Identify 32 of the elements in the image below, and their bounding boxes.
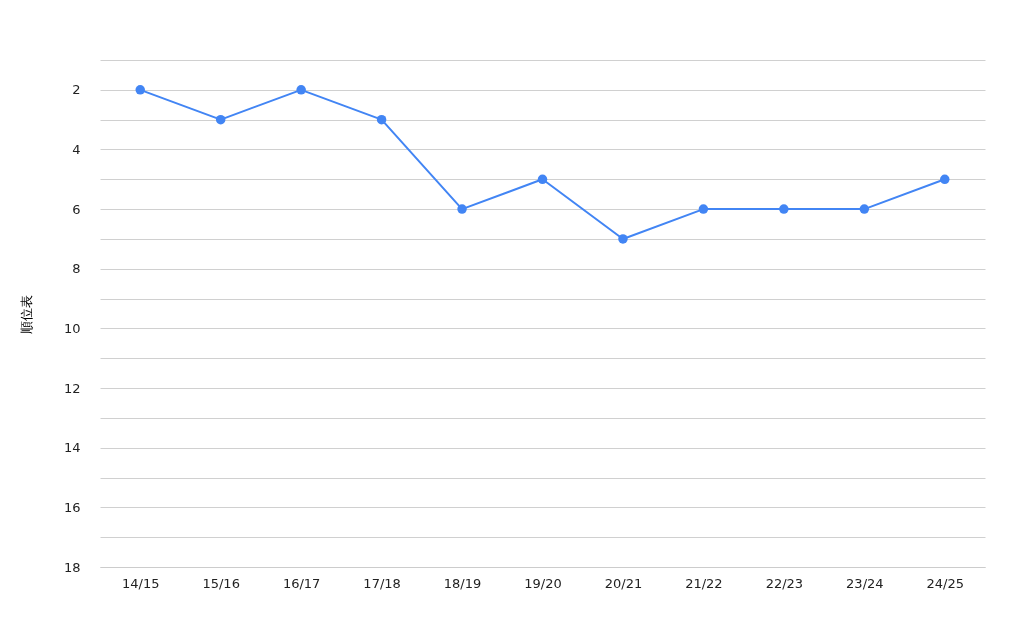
point (457, 204, 467, 214)
y-tick-label: 16 (63, 499, 81, 515)
y-tick-label: 6 (72, 201, 81, 217)
y-tick-label: 2 (72, 82, 81, 98)
x-tick-label: 20/21 (604, 575, 643, 591)
y-tick-label: 18 (63, 559, 81, 575)
y-tick-label: 8 (72, 261, 81, 277)
point (859, 204, 870, 214)
point (296, 85, 306, 95)
x-tick-label: 19/20 (524, 575, 562, 591)
point (215, 114, 226, 125)
x-tick-label: 14/15 (121, 575, 160, 591)
x-tick-label: 22/23 (765, 575, 804, 591)
x-tick-label: 17/18 (363, 575, 401, 591)
y-axis-title: 順位表 (18, 294, 34, 334)
point (618, 234, 628, 244)
x-tick-label: 21/22 (685, 575, 723, 591)
x-tick-label: 16/17 (282, 575, 321, 591)
point (940, 174, 950, 185)
x-tick-label: 24/25 (926, 575, 965, 591)
x-tick-label: 18/19 (443, 575, 482, 591)
point (537, 174, 548, 185)
point (135, 85, 145, 95)
point (698, 204, 709, 214)
point (779, 204, 789, 214)
x-tick-label: 15/16 (202, 575, 240, 591)
y-tick-label: 14 (63, 440, 81, 456)
point (376, 114, 387, 125)
y-tick-label: 4 (72, 141, 81, 157)
x-tick-label: 23/24 (846, 575, 884, 591)
y-tick-label: 10 (63, 320, 81, 336)
y-tick-label: 12 (63, 380, 81, 396)
